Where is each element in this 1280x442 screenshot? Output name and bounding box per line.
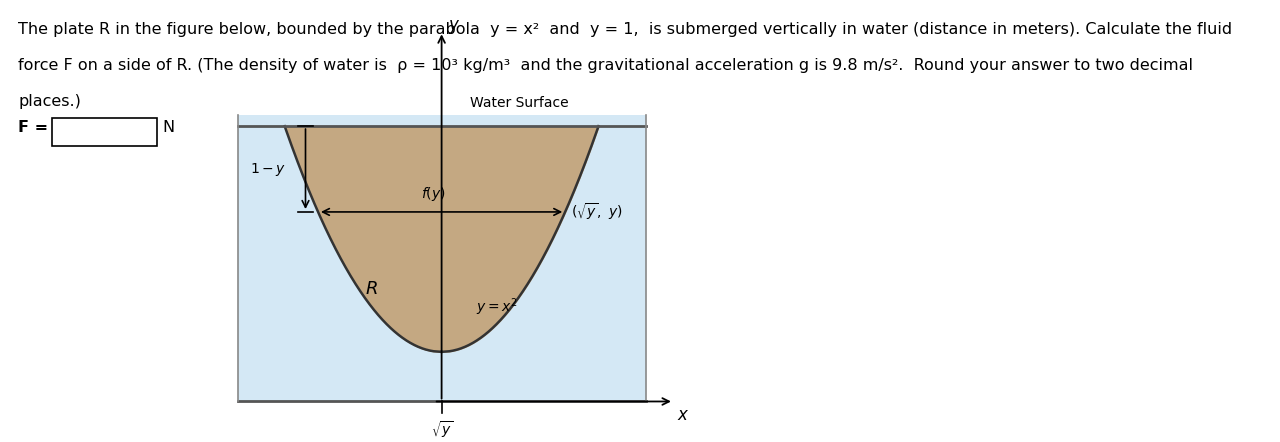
Text: $\sqrt{y}$: $\sqrt{y}$ [430,419,453,440]
Text: $R$: $R$ [365,280,378,297]
Text: $y$: $y$ [448,18,461,36]
Text: $y = x^2$: $y = x^2$ [476,296,518,317]
Text: force F on a side of R. (The density of water is  ρ = 10³ kg/m³  and the gravita: force F on a side of R. (The density of … [18,58,1193,73]
Text: The plate R in the figure below, bounded by the parabola  y = x²  and  y = 1,  i: The plate R in the figure below, bounded… [18,22,1233,37]
Text: Water Surface: Water Surface [470,96,568,110]
Text: N: N [163,120,174,135]
Text: $x$: $x$ [677,406,690,424]
Polygon shape [238,115,645,401]
Text: $1-y$: $1-y$ [251,160,287,178]
Text: places.): places.) [18,94,81,109]
Text: $(\sqrt{y},\ y)$: $(\sqrt{y},\ y)$ [571,202,623,222]
FancyBboxPatch shape [52,118,157,146]
Text: $f(y)$: $f(y)$ [421,185,447,203]
Text: F =: F = [18,120,49,135]
